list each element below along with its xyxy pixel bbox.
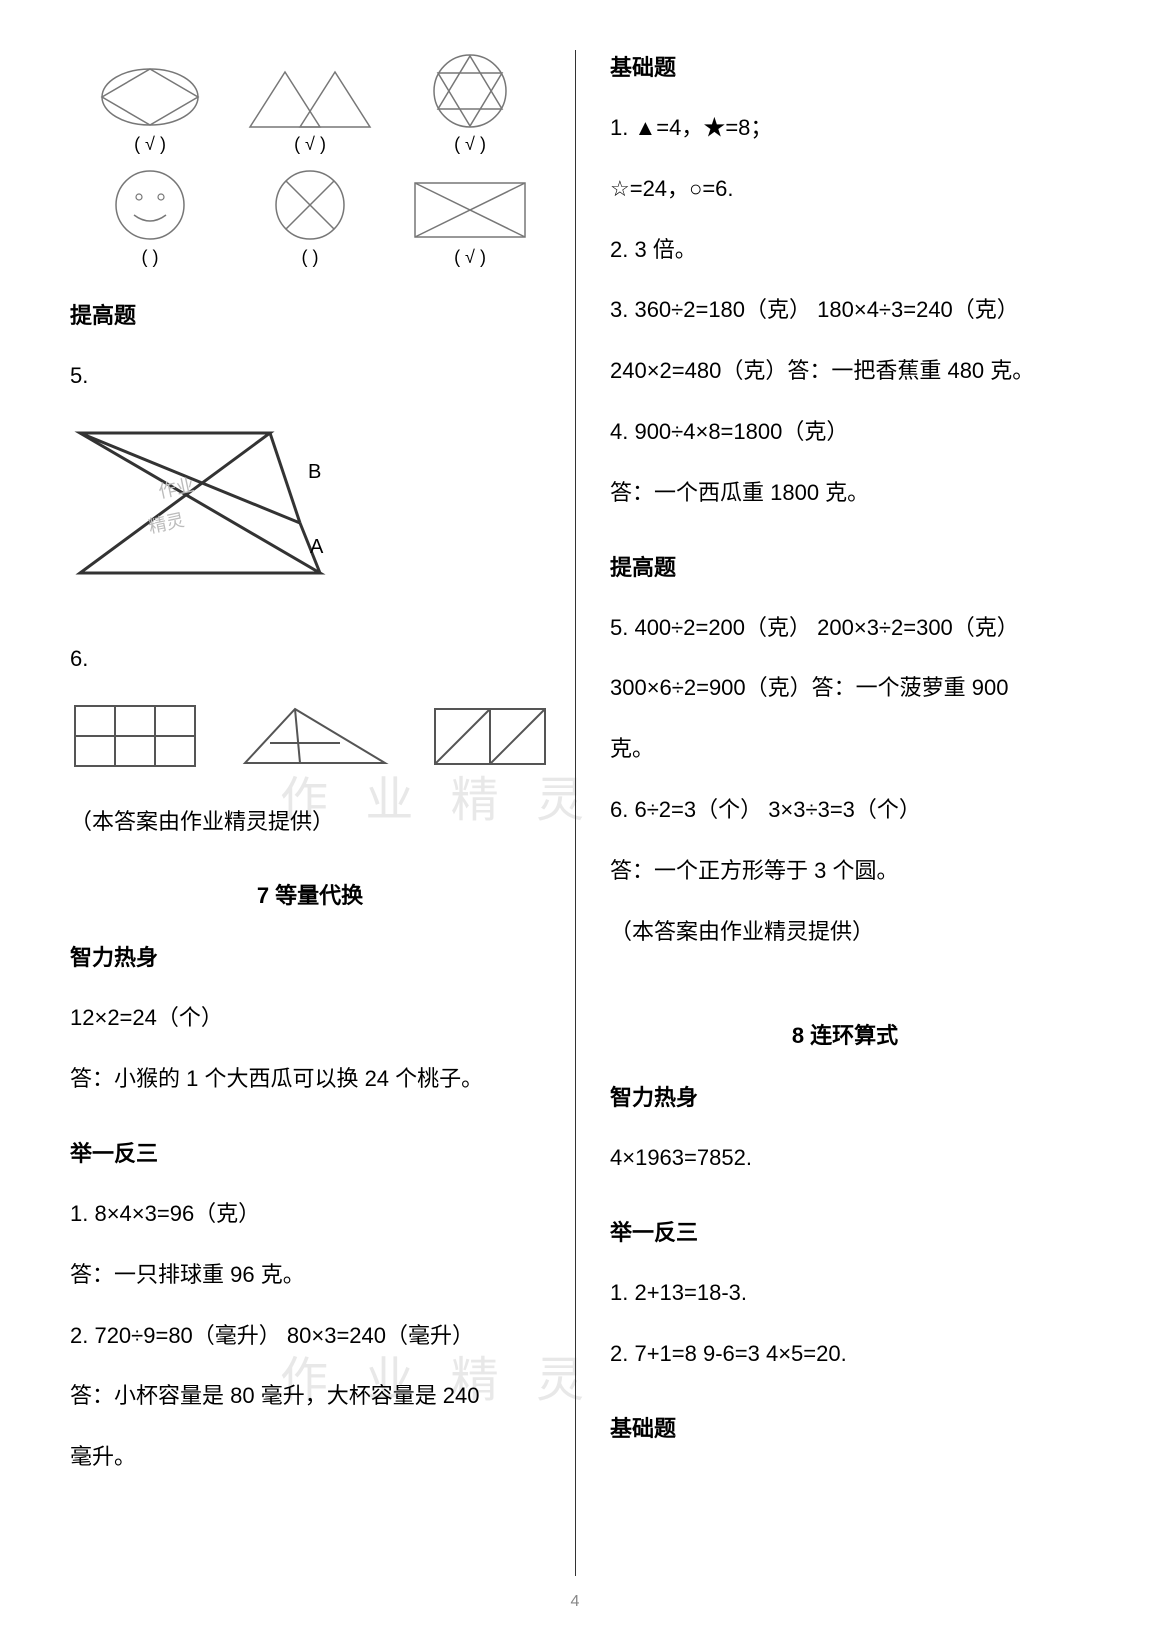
hourglass-icon [410,175,530,245]
shape-row-1: ( √ ) ( √ ) ( √ ) [70,50,550,155]
rect-diag-icon [430,701,550,771]
j1-ans-left: 答：一只排球重 96 克。 [70,1249,550,1302]
b2: 2. 3 倍。 [610,224,1080,277]
b1: 1. ▲=4，★=8； [610,102,1080,155]
b3b: 240×2=480（克）答：一把香蕉重 480 克。 [610,345,1080,398]
label-a: A [310,536,324,558]
shape-double-triangle: ( √ ) [240,62,380,155]
shape-label: ( √ ) [454,134,486,155]
shape-label: ( √ ) [454,247,486,268]
b1b: ☆=24，○=6. [610,163,1080,216]
b4a: 4. 900÷4×8=1800（克） [610,406,1080,459]
shape-label: ( ) [142,247,159,268]
hexagram-icon [425,50,515,132]
heading-improve-right: 提高题 [610,550,1080,582]
warmup-right: 4×1963=7852. [610,1132,1080,1185]
j2-right: 2. 7+1=8 9-6=3 4×5=20. [610,1328,1080,1381]
j2-left: 2. 720÷9=80（毫升） 80×3=240（毫升） [70,1310,550,1363]
q6-figures [70,701,550,771]
j1-left: 1. 8×4×3=96（克） [70,1188,550,1241]
j2-ans-a-left: 答：小杯容量是 80 毫升，大杯容量是 240 [70,1370,550,1423]
section-7-title: 7 等量代换 [70,878,550,910]
shape-circle-x: ( ) [240,165,380,268]
section-8-title: 8 连环算式 [610,1018,1080,1050]
b3a: 3. 360÷2=180（克） 180×4÷3=240（克） [610,284,1080,337]
heading-juyi-left: 举一反三 [70,1136,550,1168]
shape-diamond-ellipse: ( √ ) [80,62,220,155]
q5-path-icon: B A 作业 精灵 [70,418,330,608]
heading-warmup-right: 智力热身 [610,1080,1080,1112]
warmup-ans: 答：小猴的 1 个大西瓜可以换 24 个桃子。 [70,1053,550,1106]
shape-label: ( ) [302,247,319,268]
j1-right: 1. 2+13=18-3. [610,1267,1080,1320]
q5-figure: B A 作业 精灵 [70,418,550,613]
diamond-in-ellipse-icon [95,62,205,132]
q6-number: 6. [70,633,550,686]
q5-number: 5. [70,350,550,403]
shape-smiley: ( ) [80,165,220,268]
heading-warmup-left: 智力热身 [70,940,550,972]
heading-improve: 提高题 [70,298,550,330]
shape-label: ( √ ) [294,134,326,155]
page-container: ( √ ) ( √ ) ( √ ) [0,0,1150,1626]
i5c: 克。 [610,723,1080,776]
credit-left: （本答案由作业精灵提供） [70,796,550,849]
shape-hexagram: ( √ ) [400,50,540,155]
heading-basic-right: 基础题 [610,50,1080,82]
grid-rect-icon [70,701,200,771]
double-triangle-icon [245,62,375,132]
circle-x-icon [270,165,350,245]
j2-ans-b-left: 毫升。 [70,1431,550,1484]
heading-juyi-right: 举一反三 [610,1215,1080,1247]
i6b: 答：一个正方形等于 3 个圆。 [610,845,1080,898]
i6a: 6. 6÷2=3（个） 3×3÷3=3（个） [610,784,1080,837]
i5a: 5. 400÷2=200（克） 200×3÷2=300（克） [610,602,1080,655]
right-column: 基础题 1. ▲=4，★=8； ☆=24，○=6. 2. 3 倍。 3. 360… [580,50,1080,1586]
page-number: 4 [571,1593,580,1611]
shape-row-2: ( ) ( ) ( √ ) [70,165,550,268]
b4b: 答：一个西瓜重 1800 克。 [610,467,1080,520]
shape-label: ( √ ) [134,134,166,155]
smiley-icon [110,165,190,245]
triangle-split-icon [240,701,390,771]
svg-text:精灵: 精灵 [147,510,186,537]
warmup-eq: 12×2=24（个） [70,992,550,1045]
heading-basic2-right: 基础题 [610,1411,1080,1443]
left-column: ( √ ) ( √ ) ( √ ) [70,50,580,1586]
i5b: 300×6÷2=900（克）答：一个菠萝重 900 [610,662,1080,715]
label-b: B [308,461,321,483]
credit-right: （本答案由作业精灵提供） [610,906,1080,959]
shape-hourglass: ( √ ) [400,175,540,268]
